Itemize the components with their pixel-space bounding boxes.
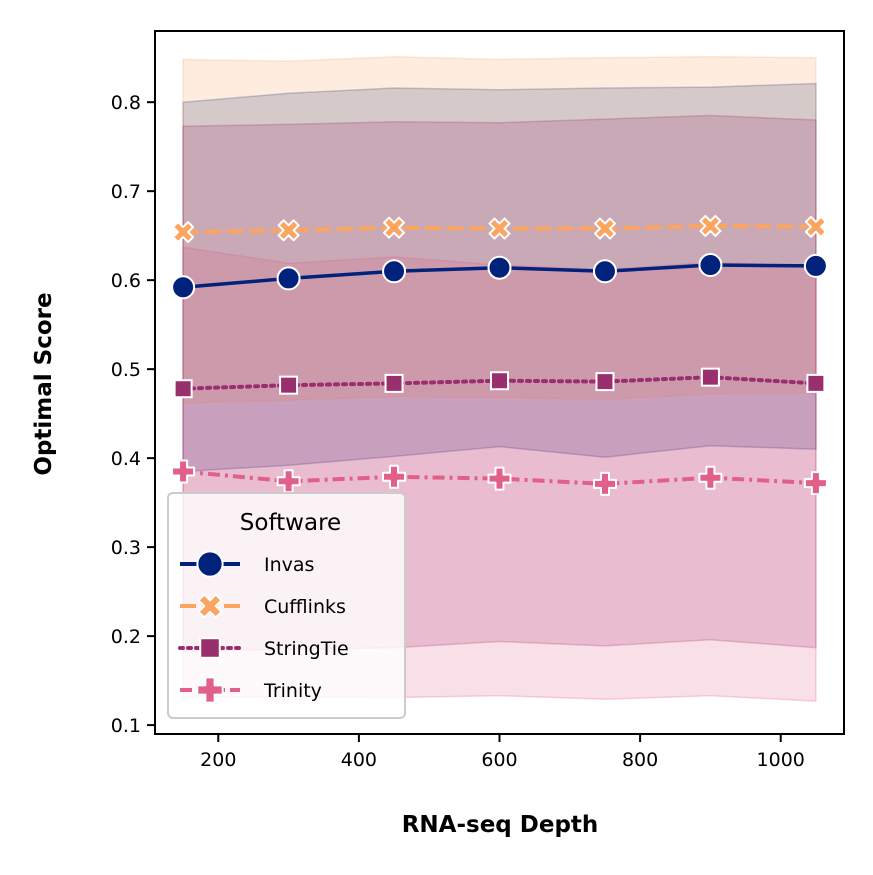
legend-title: Software bbox=[240, 510, 341, 536]
y-tick-label: 0.7 bbox=[111, 181, 141, 203]
legend: Software Invas Cufflinks StringTie Trinity bbox=[167, 492, 406, 719]
invas-point-2 bbox=[276, 266, 301, 291]
trinity-point-1 bbox=[171, 459, 196, 484]
y-tick-label: 0.8 bbox=[111, 92, 141, 114]
invas-point-6 bbox=[698, 253, 723, 278]
legend-label: Invas bbox=[264, 554, 314, 576]
legend-box bbox=[167, 492, 406, 719]
y-tick-label: 0.3 bbox=[111, 537, 141, 559]
y-tick-label: 0.2 bbox=[111, 626, 141, 648]
invas-point-5 bbox=[592, 259, 617, 284]
legend-swatch-marker bbox=[197, 593, 223, 619]
trinity-point-6 bbox=[698, 465, 723, 490]
legend-item-stringtie: StringTie bbox=[178, 637, 349, 660]
cufflinks-point-5 bbox=[594, 217, 616, 240]
x-tick-label: 400 bbox=[341, 749, 377, 771]
invas-point-3 bbox=[382, 259, 407, 284]
x-axis-label: RNA-seq Depth bbox=[402, 812, 599, 838]
x-tick-label: 800 bbox=[622, 749, 658, 771]
trinity-point-7 bbox=[803, 471, 828, 496]
legend-swatch-marker bbox=[196, 676, 224, 704]
cufflinks-point-6 bbox=[699, 214, 722, 237]
cufflinks-point-4 bbox=[488, 217, 511, 240]
legend-item-invas: Invas bbox=[180, 550, 314, 578]
y-tick-label: 0.1 bbox=[111, 715, 141, 737]
legend-swatch-marker bbox=[196, 550, 224, 578]
y-tick-label: 0.5 bbox=[111, 359, 141, 381]
stringtie-point-7 bbox=[806, 373, 826, 393]
stringtie-point-1 bbox=[173, 379, 193, 399]
legend-swatch-marker bbox=[199, 637, 221, 659]
cufflinks-point-2 bbox=[277, 219, 300, 242]
x-tick-label: 600 bbox=[481, 749, 517, 771]
stringtie-point-6 bbox=[700, 367, 720, 387]
y-tick-label: 0.6 bbox=[111, 270, 141, 292]
stringtie-point-2 bbox=[279, 375, 299, 395]
y-tick-label: 0.4 bbox=[111, 448, 141, 470]
cufflinks-point-3 bbox=[383, 216, 405, 239]
cufflinks-point-1 bbox=[172, 221, 195, 244]
x-tick-label: 1000 bbox=[757, 749, 805, 771]
trinity-point-5 bbox=[593, 471, 617, 496]
invas-point-7 bbox=[803, 253, 828, 278]
stringtie-point-3 bbox=[384, 373, 404, 393]
cufflinks-point-7 bbox=[804, 215, 827, 238]
series-markers bbox=[171, 214, 828, 496]
stringtie-point-4 bbox=[490, 371, 509, 391]
legend-item-trinity: Trinity bbox=[180, 676, 322, 704]
legend-item-cufflinks: Cufflinks bbox=[180, 593, 346, 619]
legend-label: Cufflinks bbox=[264, 596, 346, 618]
axes: 200 400 600 800 1000 0.1 0.2 0.3 0.4 0.5 0.6 0.7 0.8 bbox=[111, 92, 805, 771]
x-tick-label: 200 bbox=[200, 749, 236, 771]
trinity-point-4 bbox=[487, 466, 512, 491]
legend-label: StringTie bbox=[264, 638, 349, 660]
invas-point-1 bbox=[171, 275, 196, 300]
stringtie-point-5 bbox=[595, 372, 615, 392]
legend-label: Trinity bbox=[263, 680, 322, 702]
trinity-point-3 bbox=[382, 464, 406, 489]
invas-point-4 bbox=[487, 255, 512, 280]
y-axis-label: Optimal Score bbox=[31, 292, 57, 475]
